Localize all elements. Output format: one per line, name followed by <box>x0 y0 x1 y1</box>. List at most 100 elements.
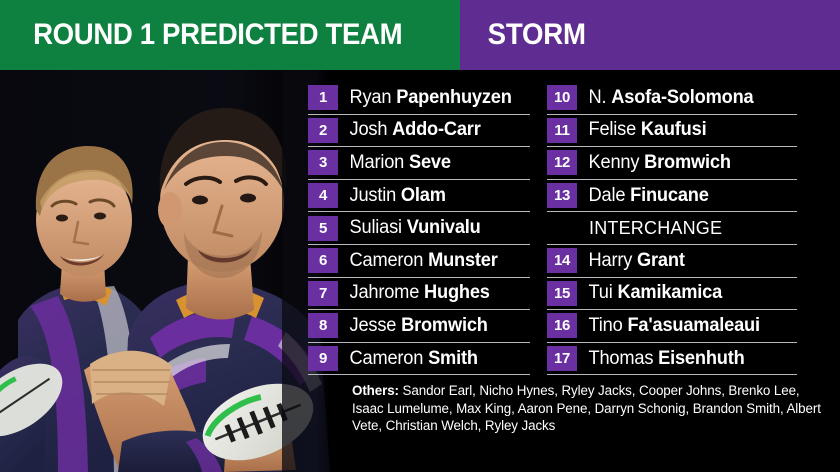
players-photo-illustration <box>0 70 330 472</box>
team-list-row: 5 Suliasi Vunivalu <box>308 212 530 245</box>
team-list-row: 13 Dale Finucane <box>547 180 797 213</box>
others-names: Sandor Earl, Nicho Hynes, Ryley Jacks, C… <box>352 383 821 434</box>
team-list-row: 7 Jahrome Hughes <box>308 278 530 311</box>
player-last-name: Eisenhuth <box>658 347 745 369</box>
jersey-number-badge: 4 <box>308 183 338 209</box>
player-first-name: Tui <box>588 282 618 304</box>
player-first-name: Justin <box>349 184 401 206</box>
team-list-row: 15 Tui Kamikamica <box>547 278 797 311</box>
player-last-name: Bromwich <box>401 314 488 336</box>
team-list-row: 11 Felise Kaufusi <box>547 115 797 148</box>
jersey-number-badge: 17 <box>547 346 577 372</box>
team-list-row: 1 Ryan Papenhuyzen <box>308 82 530 115</box>
player-last-name: Asofa-Solomona <box>611 86 754 108</box>
player-last-name: Kamikamica <box>617 282 723 304</box>
player-last-name: Hughes <box>424 282 490 304</box>
player-first-name: Suliasi <box>349 217 407 239</box>
player-first-name: Cameron <box>349 249 429 271</box>
player-last-name: Vunivalu <box>406 217 481 239</box>
team-list-row: 16 Tino Fa'asuamaleaui <box>547 310 797 343</box>
player-name: Ryan Papenhuyzen <box>338 87 512 109</box>
player-name: Tui Kamikamica <box>577 282 723 304</box>
team-list-left-column: 1 Ryan Papenhuyzen 2 Josh Addo-Carr 3 Marion … <box>308 82 530 376</box>
player-first-name: Tino <box>588 314 628 336</box>
team-list-row: 4 Justin Olam <box>308 180 530 213</box>
team-list-row: 10 N. Asofa-Solomona <box>547 82 797 115</box>
player-last-name: Fa'asuamaleaui <box>627 314 760 336</box>
team-list-row: 9 Cameron Smith <box>308 343 530 376</box>
team-list-row: 2 Josh Addo-Carr <box>308 115 530 148</box>
jersey-number-badge: 8 <box>308 313 338 339</box>
jersey-number-badge: 7 <box>308 280 338 306</box>
player-name: Jesse Bromwich <box>338 315 488 337</box>
player-name: Jahrome Hughes <box>338 282 490 304</box>
player-last-name: Grant <box>637 249 685 271</box>
player-first-name: Harry <box>588 249 638 271</box>
team-list-row: INTERCHANGE <box>547 212 797 245</box>
team-list-row: 3 Marion Seve <box>308 147 530 180</box>
player-name: Cameron Smith <box>338 348 478 370</box>
jersey-number-badge: 10 <box>547 85 577 111</box>
jersey-number-badge: 16 <box>547 313 577 339</box>
player-first-name: Thomas <box>588 347 659 369</box>
player-last-name: Papenhuyzen <box>396 86 512 108</box>
team-list-row: 8 Jesse Bromwich <box>308 310 530 343</box>
team-list-row: 12 Kenny Bromwich <box>547 147 797 180</box>
player-name: Justin Olam <box>338 185 446 207</box>
player-name: Dale Finucane <box>577 185 709 207</box>
player-first-name: Josh <box>349 119 393 141</box>
jersey-number-badge: 13 <box>547 183 577 209</box>
jersey-number-badge: 14 <box>547 248 577 274</box>
team-list-row: 6 Cameron Munster <box>308 245 530 278</box>
player-first-name: Jesse <box>349 314 402 336</box>
team-name: STORM <box>487 18 586 51</box>
player-name: Kenny Bromwich <box>577 152 731 174</box>
badge-spacer <box>547 216 577 241</box>
jersey-number-badge: 11 <box>547 117 577 143</box>
player-last-name: Seve <box>409 151 451 173</box>
player-last-name: Finucane <box>630 184 709 206</box>
others-label: Others: <box>352 383 399 398</box>
player-name: N. Asofa-Solomona <box>577 86 754 109</box>
player-first-name: Cameron <box>349 347 429 369</box>
player-first-name: Dale <box>588 184 631 206</box>
background-player <box>0 146 150 472</box>
jersey-number-badge: 5 <box>308 215 338 241</box>
player-name: Cameron Munster <box>338 250 498 272</box>
rugby-ball-background <box>0 363 63 437</box>
player-name: Suliasi Vunivalu <box>338 217 481 239</box>
jersey-number-badge: 6 <box>308 248 338 274</box>
jersey-number-badge: 3 <box>308 150 338 176</box>
jersey-number-badge: 2 <box>308 117 338 143</box>
player-name: Josh Addo-Carr <box>338 119 481 141</box>
player-last-name: Smith <box>428 347 478 369</box>
header-purple-panel: STORM <box>460 0 840 70</box>
player-first-name: Felise <box>588 119 641 141</box>
player-name: Harry Grant <box>577 250 685 272</box>
player-last-name: Munster <box>428 249 498 271</box>
header-green-panel: ROUND 1 PREDICTED TEAM <box>0 0 460 70</box>
player-last-name: Olam <box>400 184 446 206</box>
header-bar: ROUND 1 PREDICTED TEAM STORM <box>0 0 840 70</box>
others-list: Others: Sandor Earl, Nicho Hynes, Ryley … <box>352 382 832 435</box>
jersey-number-badge: 12 <box>547 150 577 176</box>
interchange-heading: INTERCHANGE <box>589 217 723 238</box>
player-last-name: Bromwich <box>644 151 731 173</box>
players-photo <box>0 70 330 472</box>
team-list-right-column: 10 N. Asofa-Solomona 11 Felise Kaufusi 12 Ken… <box>547 82 797 376</box>
player-name: Thomas Eisenhuth <box>577 348 745 370</box>
team-list-row: 17 Thomas Eisenhuth <box>547 343 797 376</box>
jersey-number-badge: 9 <box>308 346 338 372</box>
player-first-name: Ryan <box>349 86 397 108</box>
team-list-row: 14 Harry Grant <box>547 245 797 278</box>
team-list: 1 Ryan Papenhuyzen 2 Josh Addo-Carr 3 Marion … <box>0 82 840 378</box>
player-name: Felise Kaufusi <box>577 119 707 141</box>
player-last-name: Addo-Carr <box>392 119 481 141</box>
player-last-name: Kaufusi <box>640 119 707 141</box>
jersey-number-badge: 1 <box>308 85 338 111</box>
player-first-name: N. <box>588 86 612 108</box>
player-first-name: Jahrome <box>349 282 425 304</box>
player-name: Marion Seve <box>338 151 452 174</box>
player-first-name: Kenny <box>588 151 645 173</box>
